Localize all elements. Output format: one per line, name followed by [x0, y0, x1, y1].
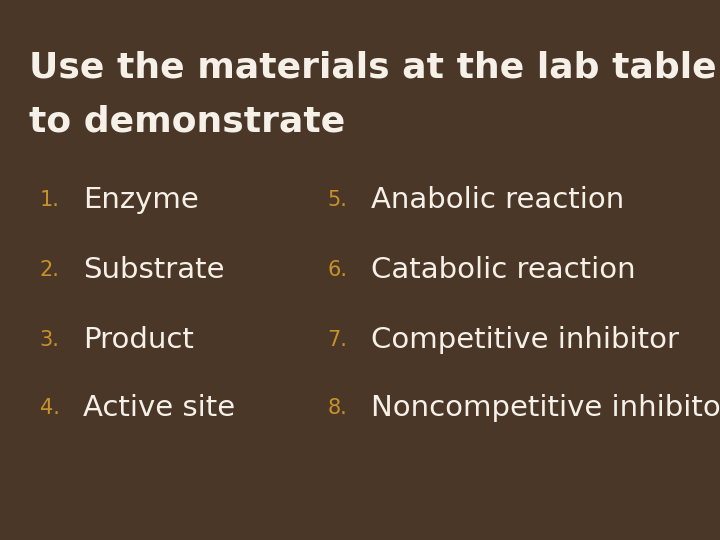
- Text: Catabolic reaction: Catabolic reaction: [371, 256, 636, 284]
- Text: to demonstrate: to demonstrate: [29, 105, 345, 138]
- Text: 4.: 4.: [40, 397, 60, 418]
- Text: Anabolic reaction: Anabolic reaction: [371, 186, 624, 214]
- Text: 2.: 2.: [40, 260, 60, 280]
- Text: 1.: 1.: [40, 190, 60, 210]
- Text: Competitive inhibitor: Competitive inhibitor: [371, 326, 679, 354]
- Text: 8.: 8.: [328, 397, 347, 418]
- Text: Substrate: Substrate: [83, 256, 225, 284]
- Text: 7.: 7.: [328, 330, 348, 350]
- Text: Active site: Active site: [83, 394, 235, 422]
- Text: 5.: 5.: [328, 190, 348, 210]
- Text: Noncompetitive inhibitor: Noncompetitive inhibitor: [371, 394, 720, 422]
- Text: 3.: 3.: [40, 330, 60, 350]
- Text: Product: Product: [83, 326, 194, 354]
- Text: 6.: 6.: [328, 260, 348, 280]
- Text: Use the materials at the lab table: Use the materials at the lab table: [29, 51, 716, 84]
- Text: Enzyme: Enzyme: [83, 186, 199, 214]
